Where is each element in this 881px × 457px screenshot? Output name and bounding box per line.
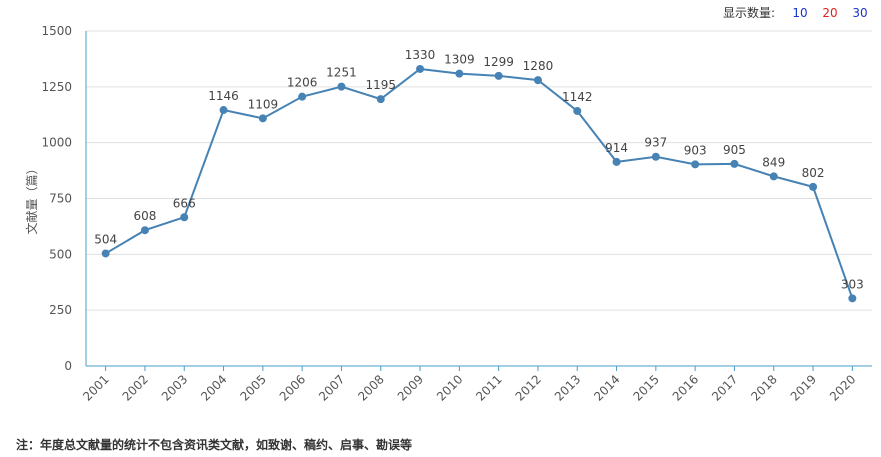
data-label: 1309 bbox=[444, 53, 475, 67]
data-label: 666 bbox=[173, 196, 196, 210]
x-tick-label: 2008 bbox=[355, 372, 386, 403]
x-tick-label: 2013 bbox=[552, 372, 583, 403]
x-tick-label: 2017 bbox=[709, 372, 740, 403]
data-point bbox=[612, 157, 621, 166]
data-point bbox=[140, 226, 149, 235]
data-point bbox=[573, 106, 582, 115]
data-label: 1146 bbox=[208, 89, 239, 103]
data-label: 903 bbox=[684, 143, 707, 157]
data-point bbox=[376, 95, 385, 104]
data-point bbox=[848, 294, 857, 303]
x-tick-label: 2015 bbox=[630, 372, 661, 403]
line-chart: 0 250 500 750 1000 1250 1500 2001 2002 2003 2004 20… bbox=[24, 24, 872, 404]
data-label: 1195 bbox=[365, 78, 396, 92]
x-tick-label: 2003 bbox=[159, 372, 190, 403]
y-tick-label: 750 bbox=[49, 192, 72, 206]
data-point bbox=[769, 172, 778, 181]
data-label: 1142 bbox=[562, 90, 593, 104]
data-point bbox=[337, 82, 346, 91]
x-tick-label: 2010 bbox=[434, 372, 465, 403]
x-tick-label: 2006 bbox=[277, 372, 308, 403]
x-tick-label: 2009 bbox=[395, 372, 426, 403]
data-label: 1280 bbox=[523, 59, 554, 73]
display-count-option-10[interactable]: 10 bbox=[792, 5, 808, 20]
y-tick-label: 1000 bbox=[41, 136, 72, 150]
x-tick-label: 2001 bbox=[80, 372, 111, 403]
x-tick-label: 2018 bbox=[748, 372, 779, 403]
y-tick-label: 1250 bbox=[41, 80, 72, 94]
display-count-selector: 显示数量: 10 20 30 bbox=[723, 4, 875, 21]
data-point bbox=[494, 71, 503, 80]
data-label: 1330 bbox=[405, 48, 436, 62]
data-point bbox=[219, 106, 228, 115]
data-point bbox=[180, 213, 189, 222]
data-point bbox=[455, 69, 464, 78]
data-label: 1299 bbox=[483, 55, 514, 69]
y-tick-label: 0 bbox=[64, 359, 72, 373]
data-label: 1109 bbox=[248, 97, 279, 111]
data-point bbox=[258, 114, 267, 123]
x-tick-label: 2007 bbox=[316, 372, 347, 403]
y-tick-label: 1500 bbox=[41, 24, 72, 38]
data-label: 608 bbox=[133, 209, 156, 223]
display-count-option-30[interactable]: 30 bbox=[852, 5, 868, 20]
x-tick-label: 2019 bbox=[788, 372, 819, 403]
data-point bbox=[416, 64, 425, 73]
data-point bbox=[730, 159, 739, 168]
data-label: 905 bbox=[723, 143, 746, 157]
data-label: 1251 bbox=[326, 66, 357, 80]
x-tick-label: 2005 bbox=[237, 372, 268, 403]
y-axis-label: 文献量（篇） bbox=[24, 162, 39, 234]
data-label: 303 bbox=[841, 277, 864, 291]
data-point bbox=[101, 249, 110, 258]
data-label: 914 bbox=[605, 141, 628, 155]
data-point bbox=[298, 92, 307, 101]
series-line bbox=[105, 67, 854, 299]
display-count-label: 显示数量: bbox=[722, 6, 775, 20]
display-count-option-20[interactable]: 20 bbox=[822, 5, 838, 20]
data-point bbox=[533, 76, 542, 85]
x-tick-label: 2016 bbox=[670, 372, 701, 403]
data-point bbox=[651, 152, 660, 161]
x-tick-label: 2002 bbox=[120, 372, 151, 403]
data-label: 504 bbox=[94, 232, 117, 246]
data-point bbox=[809, 182, 818, 191]
y-tick-label: 500 bbox=[49, 247, 72, 261]
x-tick-label: 2011 bbox=[473, 372, 504, 403]
x-tick-label: 2004 bbox=[198, 372, 229, 403]
x-tick-label: 2020 bbox=[827, 372, 858, 403]
data-label: 849 bbox=[762, 155, 785, 169]
footnote: 注：年度总文献量的统计不包含资讯类文献，如致谢、稿约、启事、勘误等 bbox=[16, 438, 413, 452]
y-tick-label: 250 bbox=[49, 303, 72, 317]
data-label: 937 bbox=[644, 136, 667, 150]
data-label: 1206 bbox=[287, 76, 318, 90]
x-tick-label: 2014 bbox=[591, 372, 622, 403]
data-label: 802 bbox=[802, 166, 825, 180]
data-point bbox=[691, 160, 700, 169]
x-tick-label: 2012 bbox=[513, 372, 544, 403]
